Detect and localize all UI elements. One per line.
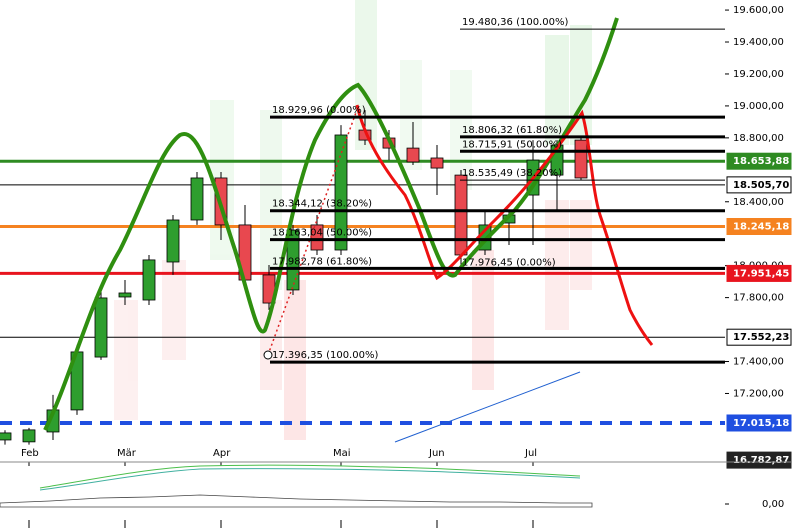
price-label: 17.951,45	[733, 268, 789, 279]
trend-line	[394, 371, 581, 443]
price-label: 18.653,88	[733, 156, 789, 167]
candle-body	[0, 432, 12, 441]
fib-label: 18.929,96 (0.00%)	[272, 105, 366, 116]
fib-connector	[267, 106, 359, 356]
fib-label: 19.480,36 (100.00%)	[462, 17, 568, 28]
candle-body	[142, 259, 156, 301]
price-box	[726, 414, 792, 432]
y-tick-label: 17.400,00	[733, 357, 784, 368]
fibonacci: 19.480,36 (100.00%) 18.929,96 (0.00%) 18.8…	[270, 17, 725, 364]
y-tick-label: 18.800,00	[733, 133, 784, 144]
fib-anchor	[263, 350, 273, 360]
price-box	[726, 328, 792, 346]
price-box	[726, 217, 792, 235]
y-tick-label: 17.800,00	[733, 293, 784, 304]
fib-label: 18.163,04 (50.00%)	[272, 228, 372, 239]
x-tick-label: Feb	[21, 448, 39, 459]
y-tick-label: 19.000,00	[733, 101, 784, 112]
candle-body	[22, 429, 36, 443]
price-label: 18.245,18	[733, 221, 789, 232]
x-tick-label: Mär	[117, 448, 137, 459]
y-tick-label: 17.200,00	[733, 388, 784, 399]
price-axis: 19.600,00 19.400,00 19.200,00 19.000,00 18.8…	[725, 5, 792, 469]
lower-axis: 0,00	[725, 499, 784, 510]
candle-body	[406, 147, 420, 163]
price-box	[726, 176, 792, 194]
fib-label: 17.982,78 (61.80%)	[272, 256, 372, 267]
fib-label: 18.806,32 (61.80%)	[462, 125, 562, 136]
price-box	[726, 451, 792, 469]
candle-body	[166, 219, 180, 263]
price-box	[726, 152, 792, 170]
x-tick-label: Apr	[213, 448, 231, 459]
y-tick-label: 18.400,00	[733, 197, 784, 208]
price-label: 17.552,23	[733, 332, 789, 343]
y-tick-label: 19.600,00	[733, 5, 784, 16]
y-tick-label: 19.400,00	[733, 37, 784, 48]
drawn-red-curve	[355, 104, 654, 346]
price-box	[726, 264, 792, 282]
candle-body	[118, 292, 132, 298]
candle-body	[94, 297, 108, 358]
fib-label: 18.344,12 (38.20%)	[272, 199, 372, 210]
candle-body	[286, 229, 300, 291]
fib-label: 17.976,45 (0.00%)	[462, 257, 556, 268]
candle-body	[454, 174, 468, 256]
candle-body	[430, 157, 444, 169]
x-tick-label: Mai	[333, 448, 351, 459]
fib-label: 17.396,35 (100.00%)	[272, 350, 378, 361]
candle-body	[190, 177, 204, 221]
fib-label: 18.535,49 (38.20%)	[462, 168, 562, 179]
candle-body	[574, 139, 588, 179]
price-label: 17.015,18	[733, 418, 789, 429]
y-tick-label: 19.200,00	[733, 69, 784, 80]
price-label: 18.505,70	[733, 180, 789, 191]
projection-shading	[114, 0, 592, 440]
x-tick-label: Jul	[524, 448, 537, 459]
x-tick-label: Jun	[428, 448, 445, 459]
lower-tick-label: 0,00	[762, 499, 784, 510]
fib-label: 18.715,91 (50.00%)	[462, 139, 562, 150]
candle-body	[334, 134, 348, 251]
price-label: 16.782,87	[733, 455, 789, 466]
grid: Feb Mär Apr Mai Jun Jul	[0, 159, 725, 528]
lower-indicator	[0, 464, 593, 508]
